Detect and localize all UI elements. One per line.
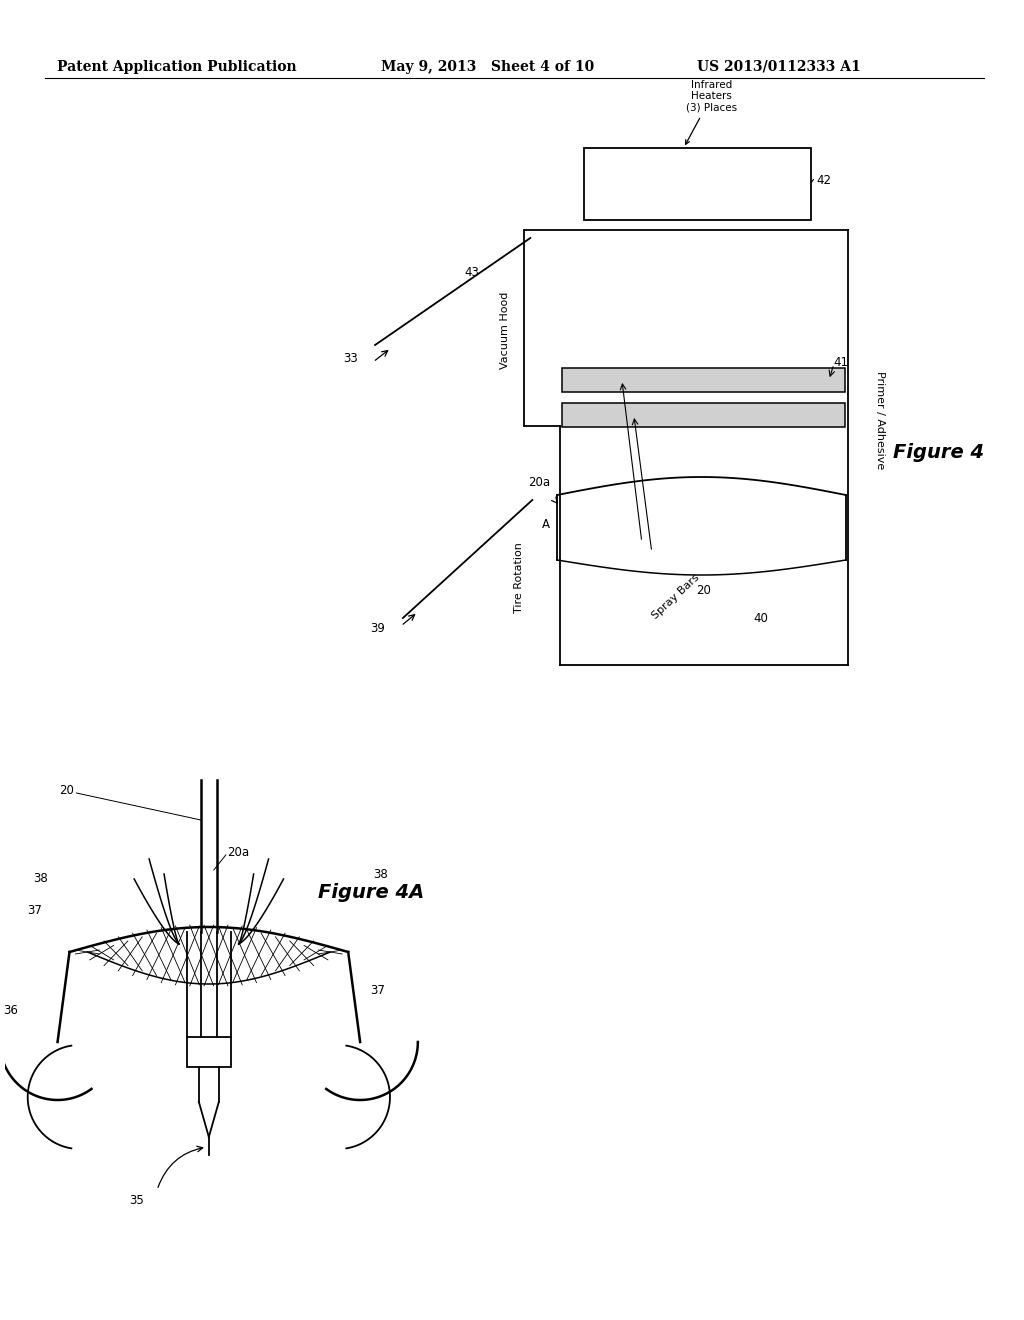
Text: Figure 4A: Figure 4A <box>318 883 425 902</box>
Text: 35: 35 <box>129 1193 144 1206</box>
Text: Spray Bars: Spray Bars <box>650 572 700 620</box>
Text: Tire Rotation: Tire Rotation <box>514 543 524 614</box>
Text: 42: 42 <box>816 173 831 186</box>
Text: 43: 43 <box>465 265 479 279</box>
Text: Patent Application Publication: Patent Application Publication <box>56 59 296 74</box>
Text: 38: 38 <box>373 869 388 882</box>
Bar <box>584 148 811 220</box>
Text: 20: 20 <box>696 583 712 597</box>
Text: 36: 36 <box>3 1003 17 1016</box>
Bar <box>562 403 845 426</box>
Text: Primer / Adhesive: Primer / Adhesive <box>874 371 885 469</box>
Text: US 2013/0112333 A1: US 2013/0112333 A1 <box>696 59 860 74</box>
Text: 37: 37 <box>370 983 385 997</box>
Text: Infrared
Heaters
(3) Places: Infrared Heaters (3) Places <box>686 79 737 144</box>
Text: 20: 20 <box>59 784 75 796</box>
Text: Figure 4: Figure 4 <box>893 442 984 462</box>
Text: Vacuum Hood: Vacuum Hood <box>501 292 510 368</box>
Text: 39: 39 <box>370 622 385 635</box>
Bar <box>562 368 845 392</box>
Text: 41: 41 <box>833 355 848 368</box>
Text: 40: 40 <box>754 611 768 624</box>
Text: 37: 37 <box>27 903 42 916</box>
Text: 38: 38 <box>33 871 47 884</box>
Text: A: A <box>543 519 550 532</box>
Text: May 9, 2013   Sheet 4 of 10: May 9, 2013 Sheet 4 of 10 <box>381 59 594 74</box>
Text: 20a: 20a <box>226 846 249 858</box>
Text: 33: 33 <box>343 351 358 364</box>
Text: 20a: 20a <box>528 475 550 488</box>
Bar <box>187 1038 230 1067</box>
